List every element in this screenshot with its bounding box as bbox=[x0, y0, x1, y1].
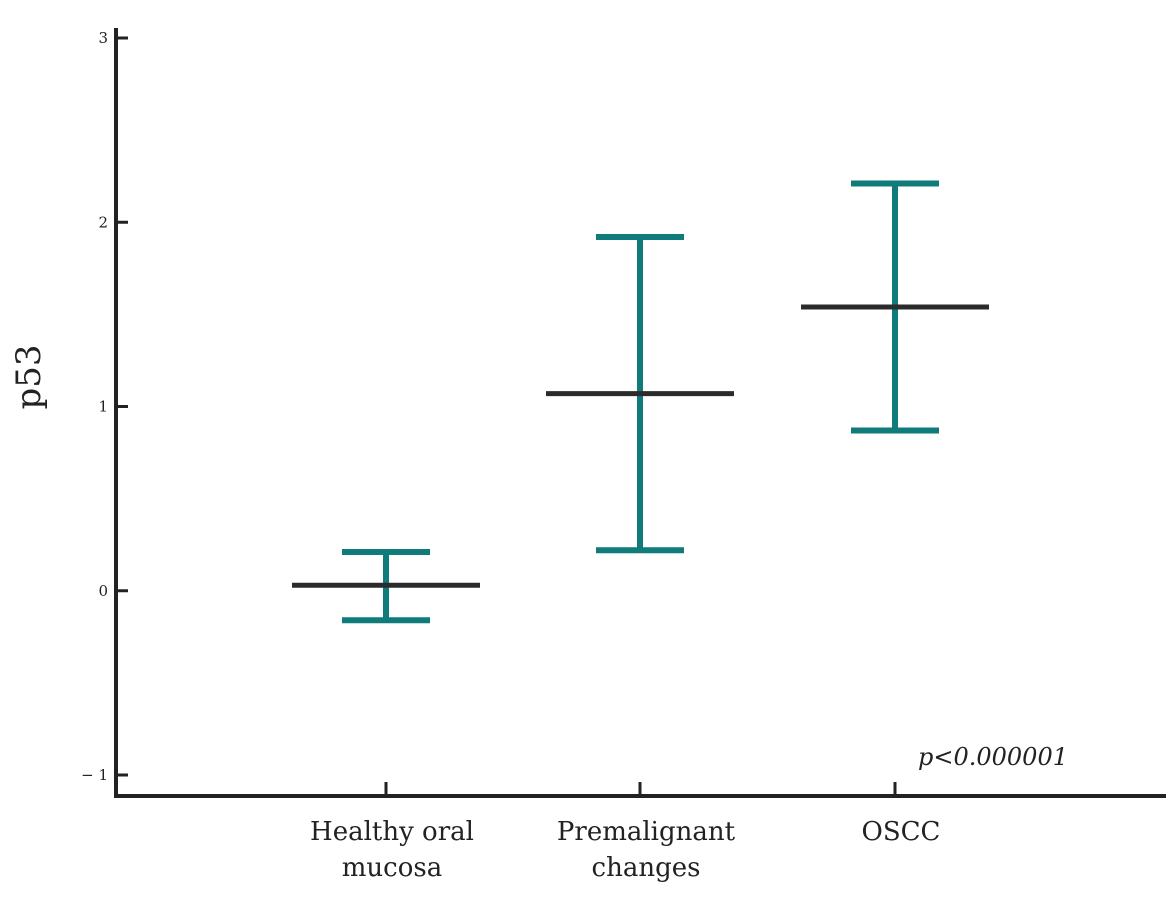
y-tick-label: 1 bbox=[98, 398, 108, 416]
x-category-label: Healthy oral mucosa bbox=[310, 817, 474, 883]
y-tick-label: − 1 bbox=[81, 766, 108, 784]
y-ticks: − 1 0 1 2 3 bbox=[81, 29, 128, 784]
x-category-label-line: OSCC bbox=[862, 817, 941, 847]
y-axis-title: p53 bbox=[9, 344, 49, 409]
y-tick-label: 0 bbox=[98, 582, 108, 600]
error-bar-series bbox=[292, 180, 989, 624]
x-category-label-line: Healthy oral bbox=[310, 817, 474, 847]
x-category-label-line: mucosa bbox=[342, 853, 442, 883]
x-category-label: OSCC bbox=[862, 817, 941, 847]
p-value-annotation: p<0.000001 bbox=[918, 743, 1068, 771]
x-category-label-line: Premalignant bbox=[557, 817, 736, 847]
category-labels: Healthy oral mucosa Premalignant changes OSC… bbox=[310, 817, 940, 883]
x-category-label-line: changes bbox=[592, 853, 701, 883]
x-ticks bbox=[384, 782, 897, 796]
y-tick-label: 2 bbox=[98, 213, 108, 231]
x-category-label: Premalignant changes bbox=[557, 817, 736, 883]
y-tick-label: 3 bbox=[98, 29, 108, 47]
